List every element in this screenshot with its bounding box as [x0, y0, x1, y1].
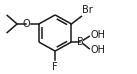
Text: Br: Br — [82, 5, 93, 15]
Text: O: O — [22, 19, 30, 29]
Text: OH: OH — [90, 30, 105, 40]
Text: F: F — [52, 61, 58, 71]
Text: B: B — [77, 37, 84, 47]
Text: OH: OH — [90, 45, 105, 55]
